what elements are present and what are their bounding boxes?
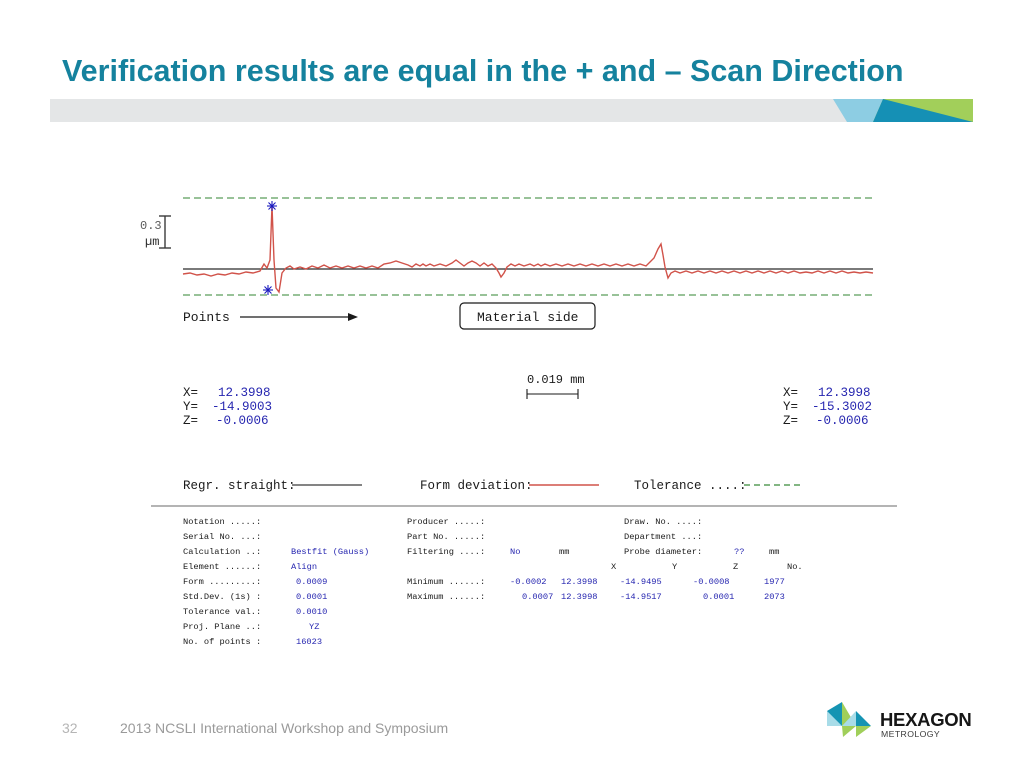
svg-text:X=: X= (183, 386, 198, 400)
svg-text:-0.0002: -0.0002 (510, 577, 547, 587)
svg-text:Producer .....:: Producer .....: (407, 517, 485, 527)
svg-text:-14.9517: -14.9517 (620, 592, 662, 602)
svg-text:-14.9003: -14.9003 (212, 400, 272, 414)
svg-text:X=: X= (783, 386, 798, 400)
svg-text:Bestfit (Gauss): Bestfit (Gauss) (291, 547, 369, 557)
svg-text:Points: Points (183, 310, 230, 325)
svg-text:-0.0008: -0.0008 (693, 577, 730, 587)
svg-text:Y=: Y= (183, 400, 198, 414)
svg-text:0.0001: 0.0001 (296, 592, 327, 602)
svg-text:0.0009: 0.0009 (296, 577, 327, 587)
svg-text:No. of points :: No. of points : (183, 637, 261, 647)
svg-text:Z=: Z= (783, 414, 798, 428)
svg-text:HEXAGON: HEXAGON (880, 709, 971, 730)
svg-text:X: X (611, 562, 617, 572)
svg-text:METROLOGY: METROLOGY (881, 729, 940, 739)
svg-text:Std.Dev. (1s) :: Std.Dev. (1s) : (183, 592, 261, 602)
svg-text:Calculation ..:: Calculation ..: (183, 547, 261, 557)
svg-text:Element ......:: Element ......: (183, 562, 261, 572)
svg-text:0.0007: 0.0007 (522, 592, 553, 602)
svg-text:Form deviation:: Form deviation: (420, 479, 533, 493)
svg-text:Tolerance val.:: Tolerance val.: (183, 607, 261, 617)
svg-text:16023: 16023 (296, 637, 322, 647)
svg-text:2073: 2073 (764, 592, 785, 602)
svg-text:0.3: 0.3 (140, 219, 162, 233)
svg-text:Draw. No. ....:: Draw. No. ....: (624, 517, 702, 527)
svg-text:12.3998: 12.3998 (561, 592, 598, 602)
svg-text:Regr. straight:: Regr. straight: (183, 479, 296, 493)
svg-text:No: No (510, 547, 520, 557)
svg-text:YZ: YZ (309, 622, 319, 632)
svg-text:Y: Y (672, 562, 678, 572)
svg-text:12.3998: 12.3998 (218, 386, 271, 400)
svg-text:Proj. Plane ..:: Proj. Plane ..: (183, 622, 261, 632)
svg-text:Tolerance ....:: Tolerance ....: (634, 479, 747, 493)
svg-text:0.0001: 0.0001 (703, 592, 734, 602)
svg-text:Minimum ......:: Minimum ......: (407, 577, 485, 587)
svg-text:mm: mm (559, 547, 569, 557)
svg-text:mm: mm (769, 547, 779, 557)
svg-text:Form .........:: Form .........: (183, 577, 261, 587)
svg-text:??: ?? (734, 547, 744, 557)
svg-text:-0.0006: -0.0006 (816, 414, 869, 428)
svg-text:-14.9495: -14.9495 (620, 577, 662, 587)
svg-text:Serial No. ...:: Serial No. ...: (183, 532, 261, 542)
svg-text:Align: Align (291, 562, 317, 572)
svg-text:0.0010: 0.0010 (296, 607, 327, 617)
svg-text:Maximum ......:: Maximum ......: (407, 592, 485, 602)
svg-text:Filtering ....:: Filtering ....: (407, 547, 485, 557)
svg-text:Z: Z (733, 562, 738, 572)
svg-text:No.: No. (787, 562, 803, 572)
svg-text:12.3998: 12.3998 (818, 386, 871, 400)
svg-text:Part No. .....:: Part No. .....: (407, 532, 485, 542)
svg-text:Notation .....:: Notation .....: (183, 517, 261, 527)
svg-text:Z=: Z= (183, 414, 198, 428)
svg-text:Department ...:: Department ...: (624, 532, 702, 542)
svg-text:µm: µm (145, 235, 159, 249)
svg-text:12.3998: 12.3998 (561, 577, 598, 587)
svg-text:Material side: Material side (477, 310, 578, 325)
svg-text:0.019 mm: 0.019 mm (527, 373, 585, 387)
svg-text:-0.0006: -0.0006 (216, 414, 269, 428)
svg-text:-15.3002: -15.3002 (812, 400, 872, 414)
svg-text:Probe diameter:: Probe diameter: (624, 547, 702, 557)
svg-text:Y=: Y= (783, 400, 798, 414)
svg-text:1977: 1977 (764, 577, 785, 587)
